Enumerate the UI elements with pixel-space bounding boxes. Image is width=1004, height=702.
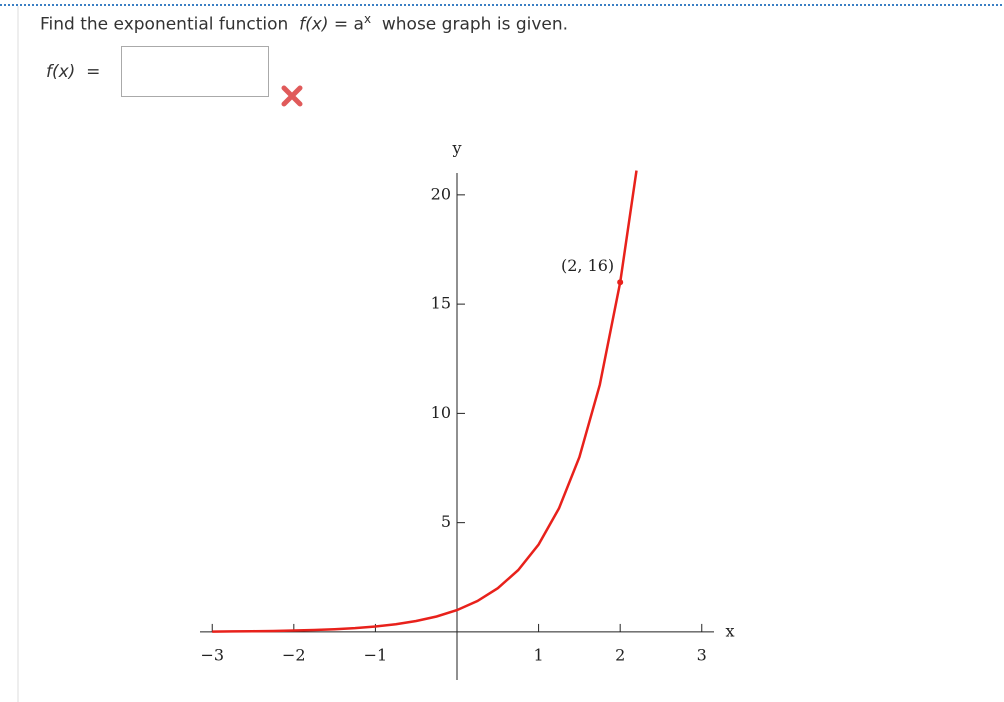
x-tick-label: 2 (615, 645, 625, 664)
y-tick-label: 5 (441, 512, 451, 531)
x-axis-label: x (725, 621, 734, 640)
y-tick-label: 10 (431, 403, 451, 422)
function: f(x) (46, 62, 76, 82)
x-tick-label: −2 (282, 645, 306, 664)
equals: = (333, 14, 349, 35)
exponent: x (363, 12, 372, 26)
annotation: (2, 16) (561, 256, 614, 275)
y-tick-label: 15 (431, 294, 451, 313)
base: a (353, 14, 364, 35)
y-axis-label: y (451, 139, 461, 158)
text: whose graph is given. (381, 14, 569, 35)
x-tick-label: 3 (697, 645, 707, 664)
wrong-icon (281, 85, 303, 107)
point (617, 279, 624, 286)
y-tick-label: 20 (431, 184, 451, 203)
answer-label: f(x) = (46, 62, 100, 82)
question: Find the exponential function f(x) = ax … (40, 12, 568, 35)
curve (212, 170, 638, 633)
x-tick-label: 1 (533, 645, 543, 664)
answer-input[interactable] (121, 46, 269, 97)
function: f(x) (299, 14, 329, 35)
x-tick-label: −3 (200, 645, 224, 664)
text: Find the exponential function (40, 14, 289, 35)
equals: = (86, 62, 101, 82)
x-tick-label: −1 (364, 645, 388, 664)
